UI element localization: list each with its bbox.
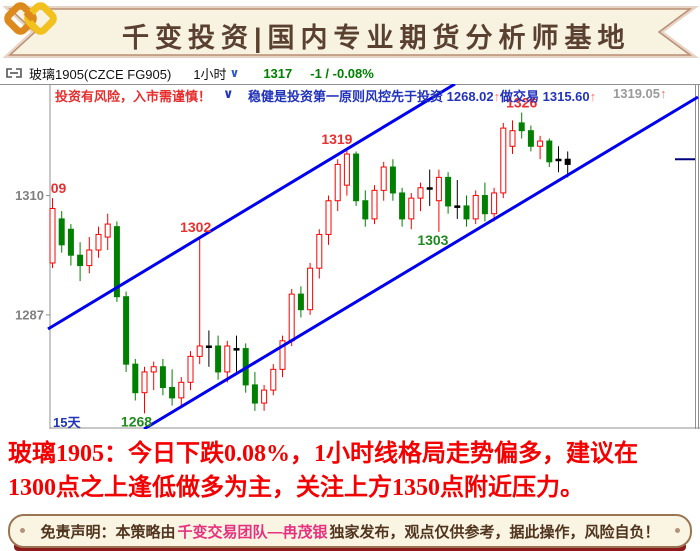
instrument-name: 玻璃1905(CZCE FG905) (29, 66, 172, 82)
up-arrow-icon: ↑ (493, 89, 501, 104)
up-arrow-icon: ↑ (660, 86, 667, 101)
price-change: -1 / -0.08% (310, 65, 374, 81)
svg-text:09: 09 (51, 180, 67, 196)
disclaimer-team: 千变交易团队—冉茂银 (177, 523, 328, 541)
brand-title: 千变投资|国内专业期货分析师基地 (122, 23, 631, 53)
disclaimer-banner: 免责声明：本策略由 千变交易团队—冉茂银 独家发布，观点仅供参考，据此操作，风险… (8, 514, 692, 548)
analysis-line-1: 玻璃1905：今日下跌0.08%，1小时线格局走势偏多，建议在 (8, 441, 638, 467)
svg-text:1268: 1268 (121, 413, 152, 429)
footer-dot-right-icon (675, 528, 680, 533)
timeframe-label[interactable]: 1小时 (193, 66, 227, 82)
support-price: 1268.02 (446, 89, 494, 104)
svg-text:1302: 1302 (180, 219, 211, 235)
trade-label: 做交易 (500, 89, 540, 104)
analysis-line-2: 1300点之上逢低做多为主，关注上方1350点附近压力。 (8, 475, 584, 501)
svg-text:1310: 1310 (15, 188, 44, 203)
svg-text:1303: 1303 (417, 232, 448, 248)
footer-dot-left-icon (20, 528, 25, 533)
up-arrow-icon: ↑ (589, 89, 597, 104)
quote-bar: 玻璃1905(CZCE FG905) 1小时 ∨ 1317 -1 / -0.08… (0, 62, 700, 84)
brand-logo-icon (4, 2, 57, 35)
header-banner: 千变投资|国内专业期货分析师基地 (0, 0, 700, 62)
svg-text:1287: 1287 (15, 307, 44, 322)
link-icon[interactable] (5, 68, 23, 78)
risk-warning-text: 投资有风险，入市需谨慎！ (55, 89, 212, 104)
timeframe-dropdown-chevron[interactable]: ∨ (229, 66, 240, 80)
annotation-dropdown-chevron[interactable]: ∨ (223, 86, 234, 101)
period-label: 15天 (53, 415, 81, 430)
trade-annotation: 做交易 1315.60↑ (500, 86, 596, 105)
ref-price: 1319.05 (613, 86, 660, 101)
ref-annotation: 1319.05↑ (613, 86, 667, 101)
disclaimer-prefix: 免责声明：本策略由 (40, 523, 176, 541)
last-price: 1317 (263, 65, 293, 81)
principle-text: 稳健是投资第一原则风控先于投资 1268.02↑ (248, 89, 501, 104)
disclaimer-suffix: 独家发布，观点仅供参考，据此操作，风险自负！ (329, 523, 660, 541)
candlestick-chart-canvas: 1310 1287 09 1302 1268 1319 1303 1326 (0, 82, 700, 431)
svg-text:1319: 1319 (321, 131, 352, 147)
trade-price: 1315.60 (542, 89, 590, 104)
footer: 免责声明：本策略由 千变交易团队—冉茂银 独家发布，观点仅供参考，据此操作，风险… (0, 512, 700, 551)
analysis-block: 玻璃1905：今日下跌0.08%，1小时线格局走势偏多，建议在 1300点之上逢… (8, 437, 698, 505)
svg-text:1326: 1326 (506, 95, 537, 111)
chart-panel: 1310 1287 09 1302 1268 1319 1303 1326 投资有风险，入市需… (0, 82, 700, 431)
